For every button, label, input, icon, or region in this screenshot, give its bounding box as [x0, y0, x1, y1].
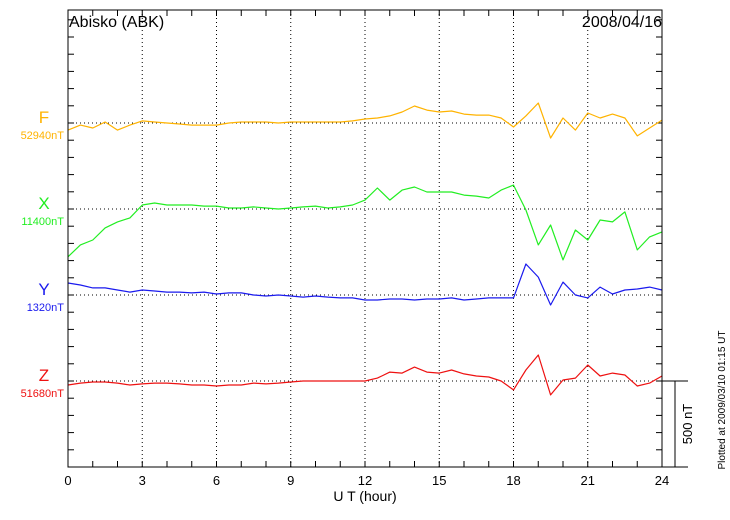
series-name-y: Y: [38, 280, 49, 299]
x-tick-label: 0: [64, 473, 71, 488]
grid: [68, 10, 662, 467]
plotted-timestamp: Plotted at 2009/03/10 01:15 UT: [717, 331, 728, 470]
traces: [67, 102, 663, 396]
x-axis-label: U T (hour): [333, 488, 396, 504]
chart-date: 2008/04/16: [582, 14, 662, 31]
x-tick-label: 3: [139, 473, 146, 488]
scale-bar: 500 nT: [662, 380, 695, 468]
series-line-x: [67, 184, 663, 261]
x-tick-label: 24: [655, 473, 669, 488]
series-line-f: [67, 102, 663, 139]
series-labels: F 52940nT X 11400nT Y 1320nT Z 51680nT: [21, 108, 65, 400]
series-baseline-x: 11400nT: [21, 216, 64, 228]
axis-ticks: [67, 10, 663, 468]
series-name-f: F: [39, 108, 49, 127]
x-tick-labels: 0 3 6 9 12 15 18 21 24: [64, 473, 669, 488]
x-tick-label: 21: [581, 473, 595, 488]
x-tick-label: 12: [358, 473, 372, 488]
x-tick-label: 18: [506, 473, 520, 488]
series-baseline-y: 1320nT: [27, 302, 65, 314]
series-line-z: [67, 354, 663, 396]
series-baseline-f: 52940nT: [21, 130, 65, 142]
chart-title: Abisko (ABK): [69, 14, 164, 31]
x-tick-label: 6: [213, 473, 220, 488]
x-tick-label: 15: [432, 473, 446, 488]
series-name-z: Z: [39, 366, 49, 385]
scale-label: 500 nT: [680, 404, 695, 445]
series-name-x: X: [38, 194, 49, 213]
series-baseline-z: 51680nT: [21, 388, 65, 400]
series-line-y: [67, 263, 663, 306]
plot-frame: [67, 9, 663, 468]
x-tick-label: 9: [287, 473, 294, 488]
